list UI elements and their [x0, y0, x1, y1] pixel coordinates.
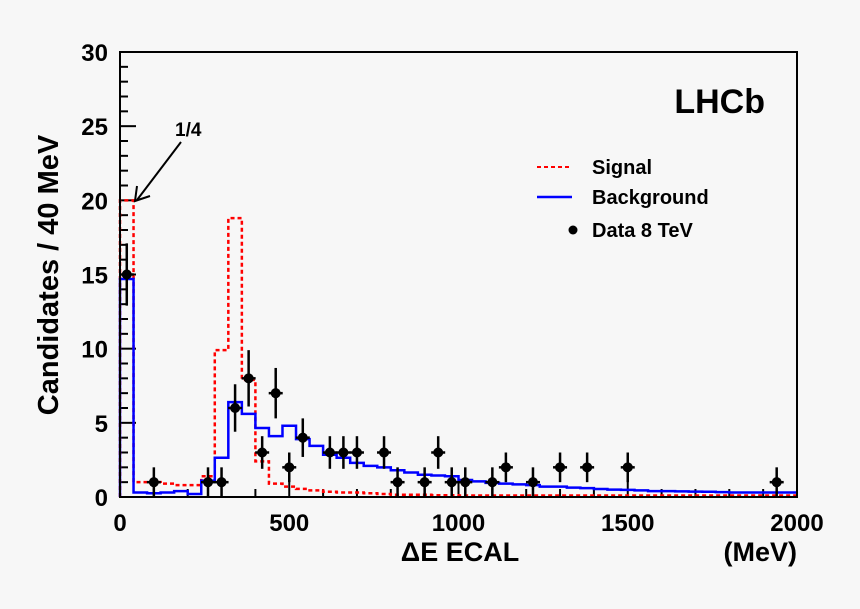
- experiment-label: LHCb: [674, 83, 765, 121]
- x-tick-label: 500: [269, 510, 309, 537]
- x-tick-label: 1500: [601, 510, 654, 537]
- data-point: [433, 447, 444, 458]
- data-points: [119, 243, 784, 497]
- y-tick-label: 0: [95, 485, 108, 512]
- data-point: [324, 447, 335, 458]
- data-point: [500, 462, 511, 473]
- y-tick-label: 30: [81, 40, 108, 67]
- legend-background-label: Background: [592, 187, 709, 209]
- legend: Signal Background Data 8 TeV: [537, 157, 709, 242]
- x-tick-label: 0: [113, 510, 126, 537]
- y-tick-label: 20: [81, 188, 108, 215]
- legend-data-label: Data 8 TeV: [592, 220, 693, 242]
- x-tick-label: 2000: [770, 510, 823, 537]
- signal-histogram: [118, 199, 797, 497]
- y-axis-label: Candidates / 40 MeV: [33, 134, 65, 415]
- background-step-line: [118, 277, 797, 497]
- data-point: [216, 477, 227, 488]
- signal-step-line: [118, 199, 797, 497]
- y-tick-label: 25: [81, 114, 108, 141]
- data-point: [243, 373, 254, 384]
- tick-labels: 0 5 10 15 20 25 30 0 500 1000 1500 2000: [81, 40, 823, 537]
- data-point: [284, 462, 295, 473]
- background-histogram: [118, 277, 797, 497]
- x-tick-label: 1000: [432, 510, 485, 537]
- y-tick-label: 15: [81, 263, 108, 290]
- arrow-icon: [133, 141, 182, 203]
- data-point: [148, 477, 159, 488]
- data-point: [582, 462, 593, 473]
- y-tick-label: 5: [95, 411, 108, 438]
- x-axis-unit: (MeV): [724, 537, 798, 567]
- data-point: [338, 447, 349, 458]
- data-point: [270, 388, 281, 399]
- data-point: [446, 477, 457, 488]
- data-point: [257, 447, 268, 458]
- data-point: [203, 477, 214, 488]
- plot-frame: [119, 51, 798, 498]
- legend-data-marker: [568, 225, 578, 235]
- data-point: [121, 269, 132, 280]
- data-point: [419, 477, 430, 488]
- data-point: [460, 477, 471, 488]
- data-point: [392, 477, 403, 488]
- legend-signal-label: Signal: [592, 157, 652, 179]
- data-point: [487, 477, 498, 488]
- data-point: [379, 447, 390, 458]
- x-axis-label: ΔE ECAL: [401, 537, 519, 567]
- data-point: [771, 477, 782, 488]
- y-tick-label: 10: [81, 337, 108, 364]
- data-point: [297, 432, 308, 443]
- data-point: [351, 447, 362, 458]
- data-point: [555, 462, 566, 473]
- data-point: [230, 403, 241, 413]
- data-point: [622, 462, 633, 473]
- data-point: [527, 477, 538, 488]
- scale-annotation: 1/4: [175, 120, 202, 141]
